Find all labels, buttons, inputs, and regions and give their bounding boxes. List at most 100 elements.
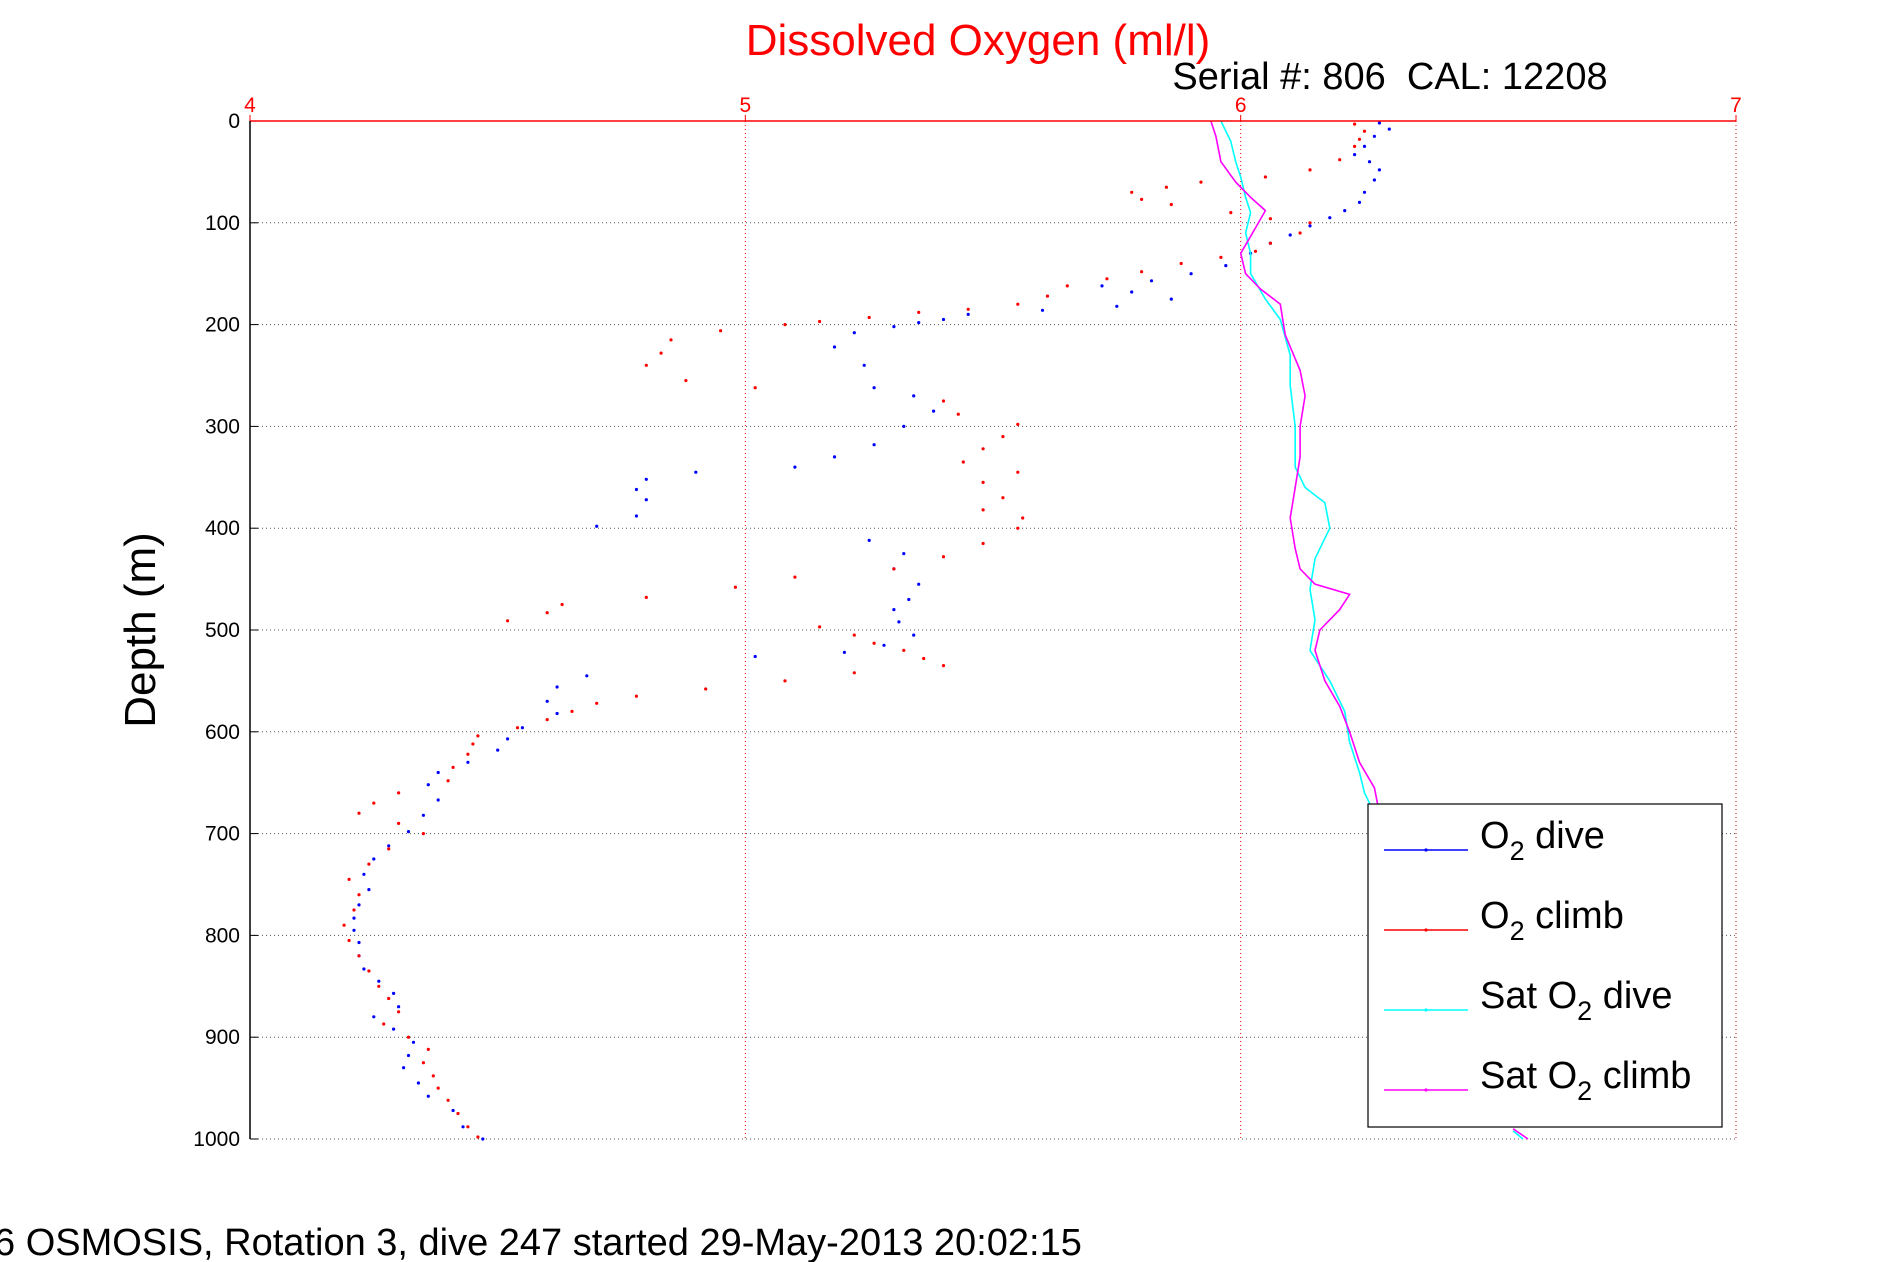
data-point — [1224, 264, 1228, 268]
data-point — [941, 664, 946, 668]
data-point — [476, 734, 480, 738]
data-point — [704, 687, 708, 691]
data-point — [867, 315, 871, 320]
data-point — [421, 1061, 425, 1065]
series-o2-climb — [342, 122, 1367, 1139]
series-sat-o2-tail — [1512, 1128, 1529, 1140]
data-point — [1338, 158, 1342, 162]
series-line — [1220, 120, 1376, 814]
data-point — [466, 1125, 470, 1129]
data-point — [719, 329, 723, 333]
data-point — [684, 379, 688, 383]
legend-label: O2 dive — [1480, 815, 1605, 866]
data-point — [753, 386, 757, 390]
data-point — [902, 552, 906, 556]
data-point — [347, 877, 351, 882]
data-point — [555, 711, 559, 716]
y-axis-label: Depth (m) — [116, 532, 165, 728]
data-point — [634, 487, 639, 492]
series-layer — [342, 120, 1529, 1141]
y-tick-label: 1000 — [193, 1128, 240, 1151]
data-point — [545, 611, 549, 615]
x-tick-label: 5 — [739, 94, 751, 117]
data-point — [912, 633, 916, 637]
data-point — [436, 1086, 440, 1090]
data-point — [1021, 516, 1025, 520]
data-point — [476, 1135, 480, 1139]
legend-swatch-marker — [1424, 1088, 1428, 1092]
data-point — [818, 625, 822, 629]
data-point — [872, 443, 876, 447]
data-point — [961, 460, 965, 464]
data-point — [1268, 217, 1272, 221]
data-point — [1372, 178, 1376, 182]
y-tick-label: 900 — [205, 1026, 240, 1049]
data-point — [387, 844, 391, 848]
data-point — [466, 752, 470, 756]
data-point — [387, 996, 391, 1001]
data-point — [392, 1027, 396, 1031]
data-point — [882, 643, 886, 647]
data-point — [352, 908, 356, 912]
data-point — [436, 798, 440, 802]
data-point — [1308, 221, 1312, 225]
data-point — [545, 699, 549, 703]
legend-swatch-marker — [1424, 1008, 1428, 1012]
footer-caption: 6 OSMOSIS, Rotation 3, dive 247 started … — [0, 1222, 1082, 1262]
data-point — [397, 821, 401, 826]
series-line — [1210, 120, 1381, 814]
data-point — [1105, 277, 1109, 281]
data-point — [1362, 190, 1367, 194]
data-point — [917, 310, 921, 314]
axes: 4 5 6 7 0 100 200 300 400 500 600 700 800 900 1000 — [193, 94, 1742, 1151]
y-tick-label: 600 — [205, 721, 240, 744]
data-point — [1219, 255, 1223, 259]
data-point — [644, 477, 648, 481]
x-tick-label: 4 — [244, 94, 256, 117]
data-point — [466, 760, 470, 764]
data-point — [892, 567, 896, 571]
data-point — [406, 1035, 411, 1039]
data-point — [1253, 249, 1258, 253]
data-point — [496, 748, 500, 752]
data-point — [342, 923, 346, 927]
data-point — [357, 940, 361, 945]
data-point — [867, 538, 871, 543]
data-point — [357, 903, 361, 907]
data-point — [1140, 197, 1144, 201]
data-point — [644, 363, 648, 367]
data-point — [367, 969, 371, 973]
data-point — [506, 619, 510, 623]
data-point — [897, 620, 901, 624]
data-point — [1115, 304, 1119, 308]
data-point — [446, 779, 450, 783]
data-point — [367, 888, 371, 892]
data-point — [1268, 241, 1272, 245]
legend-label: O2 climb — [1480, 895, 1624, 946]
data-point — [406, 830, 411, 834]
y-tick-label: 200 — [205, 314, 240, 337]
data-point — [515, 726, 520, 730]
legend-swatch-marker — [1424, 848, 1428, 852]
series-sat-o2-climb — [1210, 120, 1381, 814]
data-point — [1372, 134, 1376, 138]
data-point — [733, 585, 738, 589]
data-point — [818, 319, 822, 324]
data-point — [570, 709, 574, 714]
data-point — [872, 641, 876, 645]
data-point — [956, 412, 960, 416]
chart-subtitle: Serial #: 806 CAL: 12208 — [1172, 56, 1607, 98]
data-point — [862, 363, 866, 367]
data-point — [377, 984, 381, 988]
data-point — [1377, 121, 1381, 125]
data-point — [922, 656, 926, 661]
data-point — [1362, 144, 1367, 148]
data-point — [1328, 216, 1332, 220]
data-point — [852, 331, 856, 335]
data-point — [842, 650, 847, 655]
data-point — [1353, 122, 1357, 126]
data-point — [1169, 202, 1173, 207]
data-point — [451, 1108, 455, 1113]
data-point — [421, 832, 425, 836]
data-point — [1362, 129, 1367, 133]
